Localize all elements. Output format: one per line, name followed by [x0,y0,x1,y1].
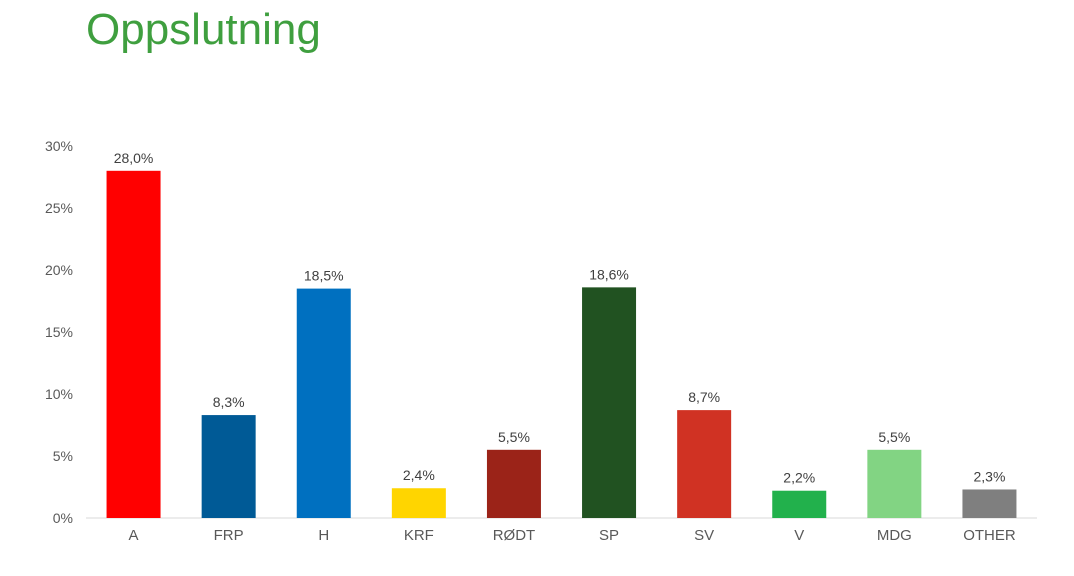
data-label: 5,5% [878,429,910,445]
y-tick-label: 20% [45,262,73,278]
data-label: 8,7% [688,389,720,405]
x-tick-label: MDG [877,527,912,544]
data-label: 18,5% [304,268,344,284]
bar-h [296,288,351,518]
x-tick-label: KRF [404,527,434,544]
data-label: 2,3% [973,468,1005,484]
data-label: 2,2% [783,470,815,486]
data-label: 28,0% [114,150,154,166]
y-tick-label: 5% [53,448,73,464]
y-tick-label: 30% [45,138,73,154]
x-tick-label: SV [694,527,714,544]
x-tick-label: V [794,527,804,544]
data-label: 18,6% [589,266,629,282]
bar-sp [582,287,637,518]
x-tick-label: RØDT [493,527,536,544]
x-tick-label: A [129,527,139,544]
y-tick-label: 15% [45,324,73,340]
x-tick-label: FRP [214,527,244,544]
x-tick-label: SP [599,527,619,544]
data-label: 5,5% [498,429,530,445]
x-tick-label: H [318,527,329,544]
bar-rødt [486,449,541,518]
chart-title: Oppslutning [86,5,321,54]
bar-mdg [867,449,922,518]
bar-a [106,170,161,519]
bar-sv [677,410,732,518]
x-tick-label: OTHER [963,527,1016,544]
bar-v [772,490,827,518]
bar-krf [391,488,446,518]
data-label: 2,4% [403,467,435,483]
data-label: 8,3% [213,394,245,410]
y-tick-label: 0% [53,510,73,526]
bar-frp [201,415,256,518]
y-tick-label: 25% [45,200,73,216]
bar-other [962,489,1017,518]
y-tick-label: 10% [45,386,73,402]
